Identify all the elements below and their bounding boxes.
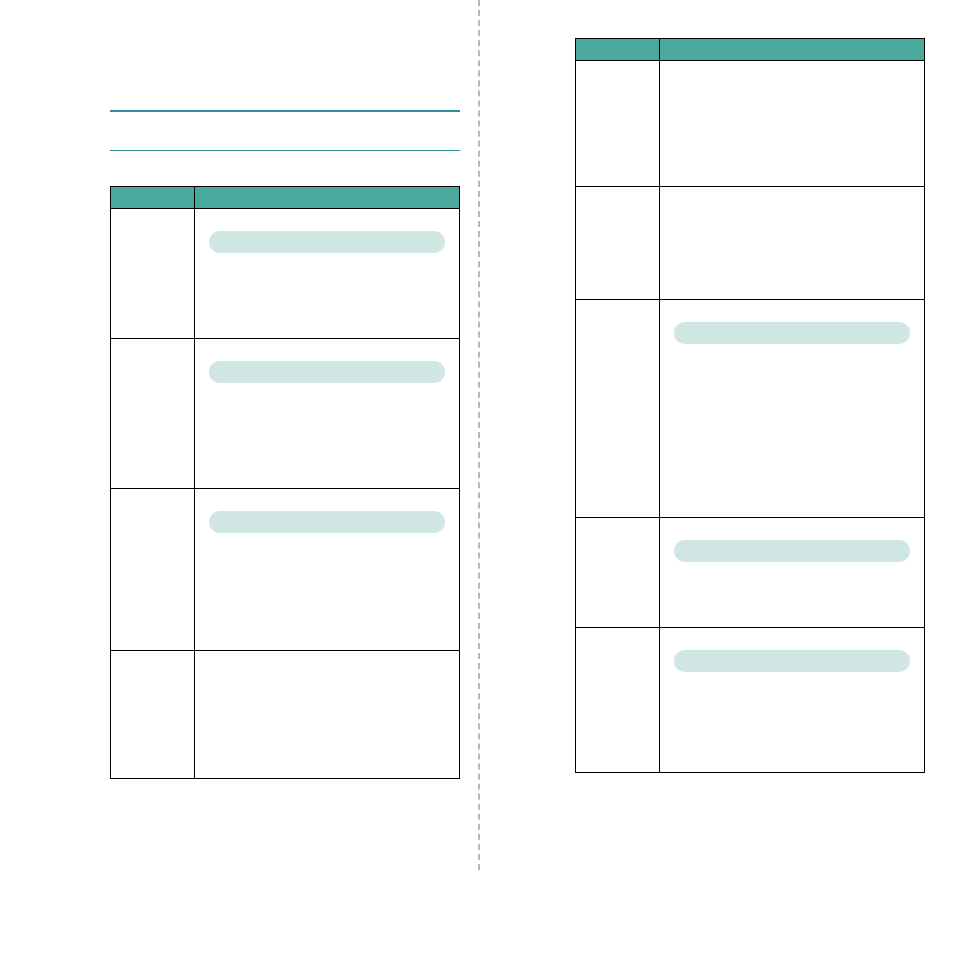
right-table-body xyxy=(576,61,925,773)
pill-wrap xyxy=(195,209,459,253)
right-table-cell-a xyxy=(576,628,660,773)
highlight-pill xyxy=(209,231,445,253)
left-table-cell-b xyxy=(194,489,459,651)
highlight-pill xyxy=(674,540,910,562)
right-table xyxy=(575,38,925,773)
left-table-header-row xyxy=(111,187,460,209)
right-table-cell-b xyxy=(659,300,924,518)
right-table-cell-b xyxy=(659,628,924,773)
left-table-body xyxy=(111,209,460,779)
left-table-row xyxy=(111,339,460,489)
right-table-cell-b xyxy=(659,61,924,187)
right-table-row xyxy=(576,628,925,773)
right-table-cell-a xyxy=(576,518,660,628)
horizontal-rule-2 xyxy=(110,150,460,152)
highlight-pill xyxy=(674,650,910,672)
highlight-pill xyxy=(674,322,910,344)
left-table-cell-b xyxy=(194,651,459,779)
right-table-header-b xyxy=(659,39,924,61)
left-table-row xyxy=(111,651,460,779)
pill-wrap xyxy=(195,489,459,533)
vertical-divider xyxy=(478,0,480,870)
right-table-cell-a xyxy=(576,61,660,187)
left-table-header-a xyxy=(111,187,195,209)
horizontal-rule-1 xyxy=(110,110,460,112)
left-table-row xyxy=(111,209,460,339)
right-table-header-a xyxy=(576,39,660,61)
right-table-row xyxy=(576,61,925,187)
left-table-cell-b xyxy=(194,209,459,339)
right-table-row xyxy=(576,300,925,518)
pill-wrap xyxy=(660,300,924,344)
right-table-row xyxy=(576,518,925,628)
pill-wrap xyxy=(660,518,924,562)
left-table-cell-a xyxy=(111,339,195,489)
right-table-row xyxy=(576,187,925,300)
right-table-header-row xyxy=(576,39,925,61)
right-table-cell-a xyxy=(576,300,660,518)
highlight-pill xyxy=(209,361,445,383)
left-table-cell-a xyxy=(111,209,195,339)
left-table-row xyxy=(111,489,460,651)
left-table xyxy=(110,186,460,779)
pill-wrap xyxy=(195,339,459,383)
right-table-cell-b xyxy=(659,518,924,628)
left-table-cell-b xyxy=(194,339,459,489)
highlight-pill xyxy=(209,511,445,533)
left-table-cell-a xyxy=(111,651,195,779)
right-table-cell-a xyxy=(576,187,660,300)
left-table-cell-a xyxy=(111,489,195,651)
left-column xyxy=(110,0,460,779)
right-table-cell-b xyxy=(659,187,924,300)
right-column xyxy=(575,38,925,773)
pill-wrap xyxy=(660,628,924,672)
left-table-header-b xyxy=(194,187,459,209)
